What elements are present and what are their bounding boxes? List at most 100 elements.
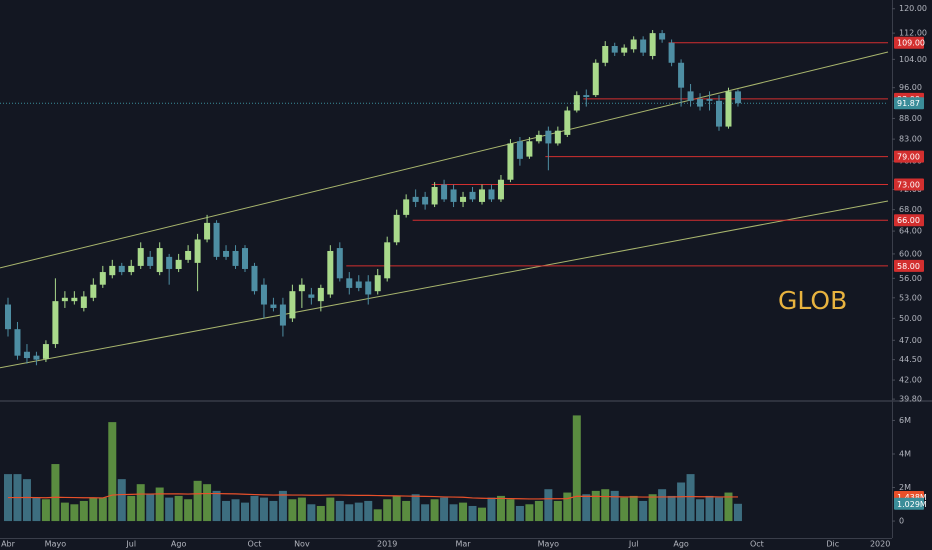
candle-body xyxy=(535,134,542,142)
y-tick-label: 83.00 xyxy=(899,135,922,144)
volume-bar xyxy=(525,504,534,522)
volume-bar xyxy=(620,497,629,522)
candle-body xyxy=(697,98,704,107)
volume-bar xyxy=(184,499,193,522)
x-tick-label: Mar xyxy=(455,540,471,549)
volume-bar xyxy=(629,495,638,522)
candle-body xyxy=(687,91,694,101)
candle-body xyxy=(346,278,353,288)
volume-tick-label: 6M xyxy=(899,416,911,425)
candle-body xyxy=(52,301,59,345)
x-tick-label: Ago xyxy=(171,540,187,549)
volume-bar xyxy=(373,509,382,522)
trendline xyxy=(0,51,889,269)
candle-body xyxy=(128,265,135,273)
volume-bar xyxy=(478,507,486,522)
x-tick-label: Mayo xyxy=(45,540,67,549)
x-tick-label: Oct xyxy=(248,540,262,549)
volume-bar xyxy=(108,422,117,522)
y-tick-label: 96.00 xyxy=(899,83,922,92)
candle-body xyxy=(545,130,552,144)
level-label: 73.00 xyxy=(897,181,920,190)
candle-body xyxy=(450,189,457,202)
volume-bar xyxy=(402,500,411,522)
candle-body xyxy=(33,355,40,360)
volume-bar xyxy=(127,495,136,522)
candle-body xyxy=(725,91,732,127)
y-tick-label: 50.00 xyxy=(899,314,922,323)
candle-body xyxy=(384,242,391,279)
y-tick-label: 88.00 xyxy=(899,114,922,123)
volume-bar xyxy=(601,489,610,522)
candle-body xyxy=(137,248,144,266)
candle-body xyxy=(734,91,741,104)
candle-body xyxy=(716,100,722,127)
volume-bar xyxy=(117,479,126,522)
candle-body xyxy=(403,199,410,215)
candle-body xyxy=(640,39,647,53)
volume-bar xyxy=(51,464,60,522)
volume-bar xyxy=(316,505,325,522)
candle-body xyxy=(516,141,523,159)
candle-body xyxy=(374,275,381,292)
volume-bar xyxy=(278,490,287,522)
volume-bar xyxy=(639,500,648,522)
x-tick-label: Mayo xyxy=(538,540,560,549)
candle-body xyxy=(441,184,448,200)
volume-bar xyxy=(326,497,335,522)
volume-bar xyxy=(468,505,477,522)
volume-tick-label: 4M xyxy=(899,449,911,458)
volume-bar xyxy=(591,490,600,522)
volume-bar xyxy=(335,500,344,522)
volume-bar xyxy=(165,497,174,522)
candle-body xyxy=(223,250,230,257)
level-box xyxy=(894,259,924,272)
volume-bar xyxy=(174,495,183,522)
candle-body xyxy=(621,47,628,53)
volume-bar xyxy=(572,415,581,522)
volume-bar xyxy=(553,500,562,522)
volume-bar xyxy=(544,489,553,522)
candle-body xyxy=(583,95,590,97)
last-price-box xyxy=(894,97,924,110)
candle-body xyxy=(194,239,201,263)
volume-bar xyxy=(648,494,657,522)
volume-bar xyxy=(70,504,79,522)
candle-body xyxy=(298,284,305,292)
volume-bar xyxy=(269,500,278,522)
candle-body xyxy=(99,272,106,285)
volume-bar xyxy=(22,479,31,522)
y-tick-label: 56.00 xyxy=(899,274,922,283)
volume-ma-label: 1.438M xyxy=(897,493,927,502)
candle-body xyxy=(204,222,211,240)
volume-bar xyxy=(203,484,212,522)
volume-bar xyxy=(32,497,41,522)
level-box xyxy=(894,214,924,227)
volume-bar xyxy=(733,503,742,522)
candle-body xyxy=(488,189,495,200)
candle-body xyxy=(460,196,467,202)
volume-bar xyxy=(259,497,268,522)
candle-body xyxy=(327,250,334,295)
volume-bar xyxy=(411,494,420,522)
y-tick-label: 112.00 xyxy=(899,29,927,38)
candle-body xyxy=(393,214,400,243)
volume-bar xyxy=(364,500,373,522)
candle-body xyxy=(602,46,609,63)
candle-body xyxy=(289,291,296,319)
x-tick-label: Nov xyxy=(294,540,310,549)
candle-body xyxy=(232,250,239,266)
candle-body xyxy=(118,265,125,273)
volume-bar xyxy=(79,500,88,522)
candle-body xyxy=(497,179,504,200)
x-tick-label: Dic xyxy=(826,540,839,549)
candle-body xyxy=(156,248,163,273)
candle-body xyxy=(554,130,561,144)
volume-bar xyxy=(610,490,619,522)
y-tick-label: 53.00 xyxy=(899,293,922,302)
y-tick-label: 42.00 xyxy=(899,376,922,385)
volume-bar xyxy=(345,504,354,522)
candle-body xyxy=(630,39,637,50)
